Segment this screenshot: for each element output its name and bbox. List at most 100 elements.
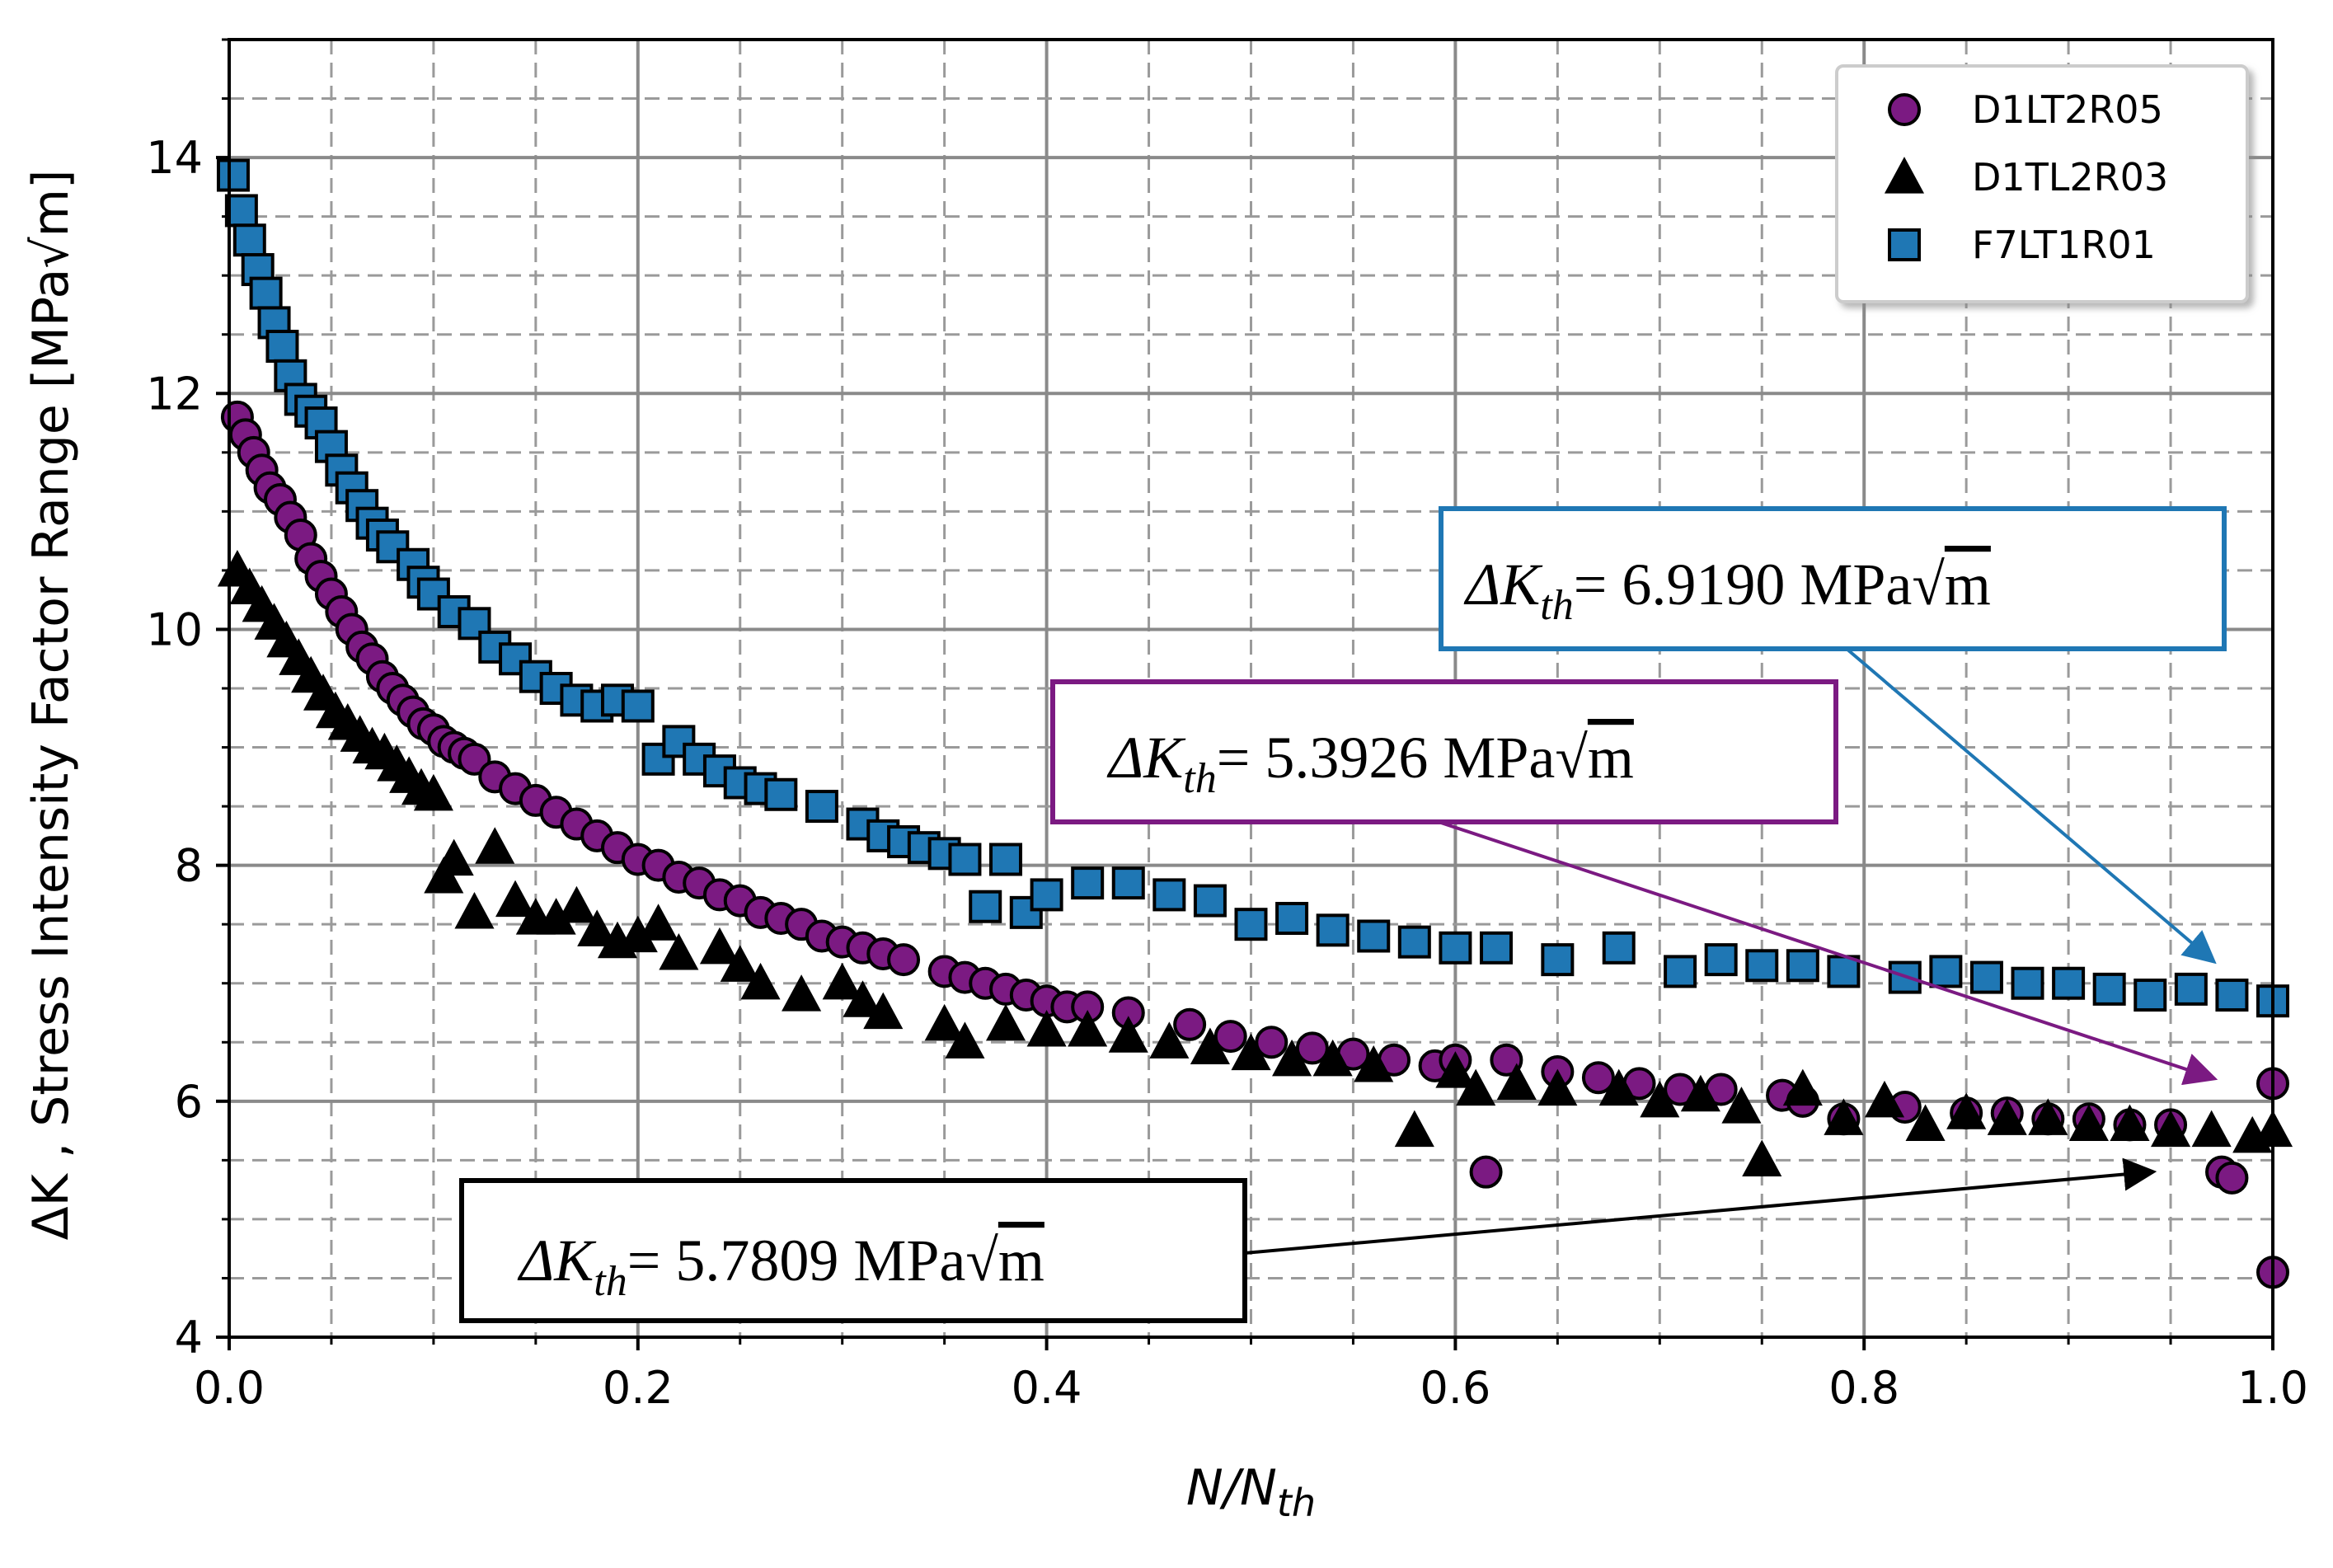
data-point — [1888, 960, 1922, 994]
data-point — [495, 880, 536, 918]
y-tick-label: 10 — [146, 603, 203, 655]
data-point — [413, 773, 453, 811]
data-point — [1479, 931, 1513, 965]
data-point — [1255, 1026, 1289, 1059]
data-point — [1030, 878, 1063, 912]
annotation-arrow — [1244, 1157, 2157, 1255]
data-point — [863, 992, 904, 1030]
annotation-unit: m — [1945, 552, 1991, 617]
x-tick-label: 0.2 — [603, 1362, 674, 1414]
annotation-sqrt: √ — [965, 1228, 998, 1293]
legend-label: D1TL2R03 — [1972, 155, 2168, 200]
data-point — [948, 843, 982, 876]
data-point — [764, 777, 798, 811]
x-tick-label: 1.0 — [2237, 1362, 2308, 1414]
data-point — [2215, 979, 2249, 1012]
data-point — [224, 194, 258, 228]
axis-ticks: 0.0 0.2 0.4 0.6 0.8 1.0 4 6 8 10 12 14 — [146, 38, 2308, 1414]
data-point — [699, 927, 740, 965]
data-point — [1152, 878, 1186, 912]
data-point — [1742, 1139, 1782, 1176]
data-point — [2215, 1161, 2249, 1195]
data-point — [1071, 866, 1105, 900]
data-point — [1598, 1068, 1639, 1106]
legend-label: F7LT1R01 — [1972, 223, 2156, 267]
legend-marker — [1888, 228, 1921, 261]
data-point — [822, 962, 862, 1000]
data-point — [2191, 1110, 2232, 1148]
annotation-box — [459, 1178, 1247, 1323]
data-point — [887, 943, 921, 977]
annotation-arrow — [1438, 820, 2218, 1086]
data-point — [1316, 913, 1350, 947]
y-tick-label: 14 — [146, 132, 203, 184]
data-point — [1149, 1021, 1190, 1059]
data-point — [1173, 1007, 1207, 1041]
data-point — [1456, 1068, 1496, 1106]
data-point — [1664, 955, 1697, 988]
data-point — [2150, 1110, 2191, 1148]
data-point — [2068, 1104, 2109, 1142]
data-point — [1490, 1043, 1523, 1077]
data-point — [1295, 1031, 1329, 1065]
data-point — [1946, 1092, 1987, 1129]
annotation: ΔKth= 6.9190 MPa√m — [1439, 506, 2227, 965]
annotation-subscript: th — [1540, 582, 1573, 629]
data-point — [577, 909, 617, 946]
data-point — [1213, 1020, 1247, 1054]
series-F7LT1R01 — [216, 158, 2289, 1018]
data-point — [1745, 949, 1779, 983]
data-point — [621, 689, 655, 723]
series-D1TL2R03 — [217, 550, 2293, 1176]
data-point — [1193, 884, 1227, 918]
data-point — [2133, 979, 2167, 1012]
data-point — [265, 330, 299, 364]
annotation-text: ΔKth= 5.3926 MPa√m — [1106, 725, 1634, 802]
annotation-subscript: th — [594, 1258, 627, 1305]
x-axis-title-main: N/N — [1186, 1459, 1277, 1517]
data-point — [1026, 1010, 1067, 1047]
data-point — [782, 974, 822, 1012]
data-point — [1537, 1068, 1578, 1106]
data-point — [1602, 931, 1636, 965]
data-point — [232, 223, 266, 257]
data-point — [1704, 943, 1738, 977]
data-point — [454, 891, 495, 929]
data-point — [1111, 866, 1145, 900]
annotation-text: ΔKth= 5.7809 MPa√m — [517, 1228, 1044, 1305]
data-point — [924, 1003, 965, 1041]
data-point — [1272, 1039, 1312, 1077]
annotation-unit: m — [1588, 725, 1634, 791]
legend-label: D1LT2R05 — [1972, 87, 2163, 132]
legend: D1LT2R05 D1TL2R03 F7LT1R01 — [1835, 64, 2249, 303]
data-point — [458, 742, 491, 776]
data-point — [1782, 1068, 1823, 1106]
data-point — [740, 962, 781, 1000]
data-point — [1275, 902, 1309, 936]
annotation-value: = 5.7809 MPa — [627, 1228, 966, 1293]
data-point — [638, 904, 678, 941]
data-point — [1354, 1045, 1394, 1082]
data-point — [1969, 960, 2003, 994]
data-point — [475, 827, 515, 864]
data-point — [2028, 1098, 2068, 1135]
data-point — [2110, 1104, 2150, 1142]
annotation-symbol: ΔK — [1463, 552, 1543, 617]
annotation-arrow — [1845, 647, 2217, 965]
annotation-box — [1439, 506, 2227, 651]
data-point — [1357, 919, 1391, 953]
data-point — [2174, 972, 2208, 1006]
data-point — [1824, 1098, 1864, 1135]
annotation-value: = 6.9190 MPa — [1574, 552, 1913, 617]
x-tick-label: 0.8 — [1828, 1362, 1899, 1414]
data-point — [1469, 1155, 1503, 1189]
data-point — [1581, 1061, 1615, 1095]
legend-marker — [1888, 93, 1921, 126]
y-axis-title: ΔK , Stress Intensity Factor Range [MPa√… — [22, 170, 80, 1241]
data-point — [662, 725, 696, 758]
data-point — [1439, 931, 1472, 965]
data-point — [1680, 1074, 1720, 1112]
data-point — [2052, 966, 2086, 1000]
x-tick-label: 0.4 — [1012, 1362, 1082, 1414]
data-point — [216, 158, 250, 192]
